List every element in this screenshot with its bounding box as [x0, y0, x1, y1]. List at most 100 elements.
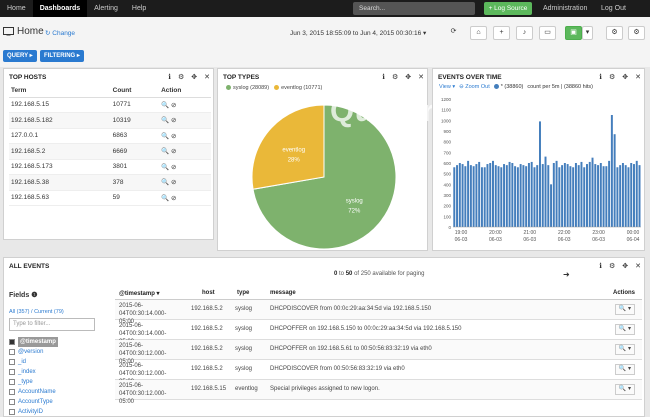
col-host[interactable]: host — [202, 290, 215, 296]
pie-slice-eventlog[interactable] — [251, 104, 325, 190]
field-list-item[interactable]: ActivityID — [9, 407, 58, 417]
histogram-bar[interactable] — [566, 164, 569, 227]
ban-icon[interactable]: ⊘ — [171, 132, 177, 140]
field-checkbox[interactable] — [9, 379, 15, 385]
histogram-bar[interactable] — [621, 163, 624, 227]
histogram-bar[interactable] — [624, 165, 627, 227]
histogram-bar[interactable] — [616, 167, 619, 227]
close-icon[interactable]: ✕ — [418, 74, 424, 81]
open-folder-icon[interactable]: ▭ — [539, 26, 556, 40]
nav-administration[interactable]: Administration — [543, 5, 588, 12]
field-filter-input[interactable]: Type to filter... — [9, 318, 95, 331]
alert-bell-icon[interactable]: ♪ — [516, 26, 533, 40]
histogram-bar[interactable] — [500, 167, 503, 227]
histogram-bar[interactable] — [464, 166, 467, 227]
ban-icon[interactable]: ⊘ — [171, 163, 177, 171]
table-row[interactable]: 2015-06-04T00:30:12.000-05:00192.168.5.2… — [115, 360, 642, 385]
histogram-bar[interactable] — [586, 164, 588, 227]
histogram-bar[interactable] — [555, 160, 558, 227]
ban-icon[interactable]: ⊘ — [171, 179, 177, 187]
fields-info-icon[interactable]: ❶ — [31, 292, 38, 299]
histogram-bar[interactable] — [544, 156, 547, 227]
field-list-item[interactable]: _id — [9, 357, 58, 367]
histogram-bar[interactable] — [539, 121, 541, 227]
row-action-search-icon[interactable]: 🔍 ▾ — [615, 344, 635, 355]
histogram-bar[interactable] — [599, 163, 602, 227]
settings-gear-icon[interactable]: ⚙ — [608, 74, 616, 81]
settings-gear-icon[interactable]: ⚙ — [628, 26, 645, 40]
close-icon[interactable]: ✕ — [204, 74, 210, 81]
histogram-bar[interactable] — [561, 165, 564, 227]
field-counts-link[interactable]: All (357) / Current (79) — [9, 309, 64, 315]
settings-gear-icon[interactable]: ⚙ — [608, 263, 616, 270]
histogram-bar[interactable] — [610, 115, 613, 227]
field-checkbox[interactable] — [9, 339, 15, 345]
settings-gear-icon[interactable]: ⚙ — [391, 74, 399, 81]
host-term[interactable]: 192.168.5.182 — [9, 112, 111, 129]
histogram-bar[interactable] — [633, 164, 635, 227]
histogram-bar[interactable] — [569, 166, 572, 227]
field-checkbox[interactable] — [9, 359, 15, 365]
histogram-bar[interactable] — [458, 163, 461, 227]
histogram-bar[interactable] — [619, 165, 622, 227]
close-icon[interactable]: ✕ — [635, 74, 641, 81]
move-icon[interactable]: ✥ — [405, 74, 412, 81]
host-term[interactable]: 192.168.5.173 — [9, 159, 111, 175]
info-icon[interactable]: ℹ — [168, 74, 171, 81]
settings-gear-icon[interactable]: ⚙ — [177, 74, 185, 81]
histogram-bar[interactable] — [472, 166, 475, 227]
search-icon[interactable]: 🔍 — [161, 117, 170, 125]
host-term[interactable]: 192.168.5.38 — [9, 174, 111, 191]
save-icon[interactable]: ▣ — [565, 26, 582, 40]
histogram-bar[interactable] — [469, 165, 472, 227]
field-list-item[interactable]: @timestamp — [9, 337, 58, 347]
histogram-bar[interactable] — [503, 164, 506, 227]
next-page-arrow-icon[interactable]: ➜ — [563, 270, 570, 279]
histogram-bar[interactable] — [541, 164, 544, 227]
histogram-bar[interactable] — [525, 166, 528, 227]
search-icon[interactable]: 🔍 — [161, 194, 170, 202]
legend-item-eventlog[interactable]: eventlog (10771) — [274, 85, 322, 91]
histogram-bar[interactable] — [627, 167, 630, 227]
save-dropdown-chevron-icon[interactable]: ▾ — [582, 26, 593, 40]
histogram-bar[interactable] — [580, 161, 583, 227]
histogram-bar[interactable] — [511, 163, 514, 227]
histogram-bar[interactable] — [480, 167, 483, 227]
field-checkbox[interactable] — [9, 369, 15, 375]
field-list-item[interactable]: AccountType — [9, 397, 58, 407]
series-legend[interactable]: * (38860) — [493, 84, 523, 90]
view-dropdown[interactable]: View ▾ — [439, 84, 456, 90]
home-icon[interactable]: ⌂ — [470, 26, 487, 40]
legend-item-syslog[interactable]: syslog (28089) — [226, 85, 269, 91]
col-term[interactable]: Term — [9, 85, 111, 98]
info-icon[interactable]: ℹ — [382, 74, 385, 81]
field-list-item[interactable]: _type — [9, 377, 58, 387]
ban-icon[interactable]: ⊘ — [171, 117, 177, 125]
row-action-search-icon[interactable]: 🔍 ▾ — [615, 364, 635, 375]
field-checkbox[interactable] — [9, 349, 15, 355]
histogram-bar[interactable] — [494, 165, 497, 227]
field-list-item[interactable]: _index — [9, 367, 58, 377]
pie-slice-syslog[interactable] — [252, 104, 397, 250]
search-icon[interactable]: 🔍 — [161, 163, 170, 171]
info-icon[interactable]: ℹ — [599, 74, 602, 81]
search-icon[interactable]: 🔍 — [161, 179, 170, 187]
histogram-bar[interactable] — [497, 166, 500, 227]
move-icon[interactable]: ✥ — [622, 263, 629, 270]
histogram-bar[interactable] — [522, 165, 525, 227]
histogram-bar[interactable] — [536, 165, 539, 227]
histogram-bar[interactable] — [516, 167, 519, 227]
histogram-bar[interactable] — [475, 164, 478, 227]
search-icon[interactable]: 🔍 — [161, 101, 170, 109]
refresh-icon[interactable]: ⟳ — [450, 28, 457, 35]
histogram-bar[interactable] — [558, 167, 561, 227]
close-icon[interactable]: ✕ — [635, 263, 641, 270]
nav-logout[interactable]: Log Out — [601, 5, 626, 12]
histogram-bar[interactable] — [533, 167, 536, 227]
histogram-bar[interactable] — [574, 163, 577, 227]
nav-home[interactable]: Home — [7, 5, 26, 12]
col-count[interactable]: Count — [110, 85, 160, 98]
host-term[interactable]: 192.168.5.2 — [9, 143, 111, 160]
zoom-out-button[interactable]: ⊖ Zoom Out — [459, 84, 490, 90]
